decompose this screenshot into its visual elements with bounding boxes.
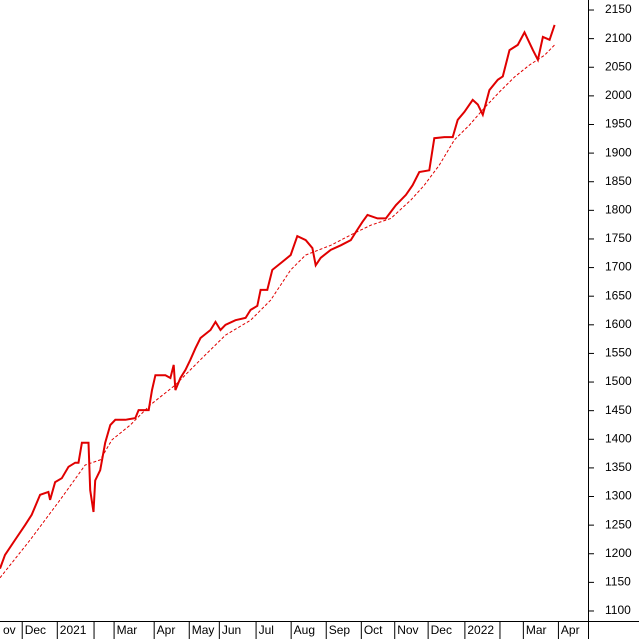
y-tick-label: 1200	[605, 546, 632, 560]
y-tick-label: 1500	[605, 374, 632, 388]
x-tick-label: May	[192, 623, 215, 637]
price-line	[0, 24, 556, 569]
y-tick-label: 2050	[605, 59, 632, 73]
y-tick-label: 2150	[605, 2, 632, 16]
y-tick-label: 1100	[605, 603, 631, 617]
x-tick-label: Jul	[259, 623, 274, 637]
x-tick-label: 2022	[467, 623, 494, 637]
average-line	[0, 44, 555, 579]
x-tick-label: Apr	[561, 623, 580, 637]
y-tick-label: 1450	[605, 403, 632, 417]
x-tick-label: Mar	[117, 623, 138, 637]
y-tick-label: 1850	[605, 174, 632, 188]
x-tick-label: 2021	[60, 623, 87, 637]
x-tick-label: ov	[3, 623, 16, 637]
y-tick-label: 1700	[605, 260, 632, 274]
y-tick-label: 1650	[605, 288, 632, 302]
x-tick-label: Sep	[329, 623, 351, 637]
x-tick-label: Jun	[222, 623, 241, 637]
x-tick-label: Oct	[364, 623, 383, 637]
y-tick-label: 1900	[605, 145, 632, 159]
x-tick-label: Dec	[431, 623, 452, 637]
y-tick-label: 1300	[605, 489, 632, 503]
y-tick-label: 1550	[605, 346, 632, 360]
y-tick-label: 1950	[605, 117, 632, 131]
y-tick-label: 2100	[605, 31, 632, 45]
x-tick-label: Nov	[397, 623, 418, 637]
y-tick-label: 1150	[605, 575, 631, 589]
y-tick-label: 1250	[605, 517, 632, 531]
x-tick-label: Aug	[294, 623, 315, 637]
x-tick-label: Apr	[157, 623, 176, 637]
y-tick-label: 1750	[605, 231, 632, 245]
x-tick-label: Dec	[25, 623, 46, 637]
x-tick-label: Mar	[526, 623, 547, 637]
y-tick-label: 1400	[605, 431, 632, 445]
y-tick-label: 1600	[605, 317, 632, 331]
y-tick-label: 2000	[605, 88, 632, 102]
y-tick-label: 1800	[605, 203, 632, 217]
y-tick-label: 1350	[605, 460, 632, 474]
